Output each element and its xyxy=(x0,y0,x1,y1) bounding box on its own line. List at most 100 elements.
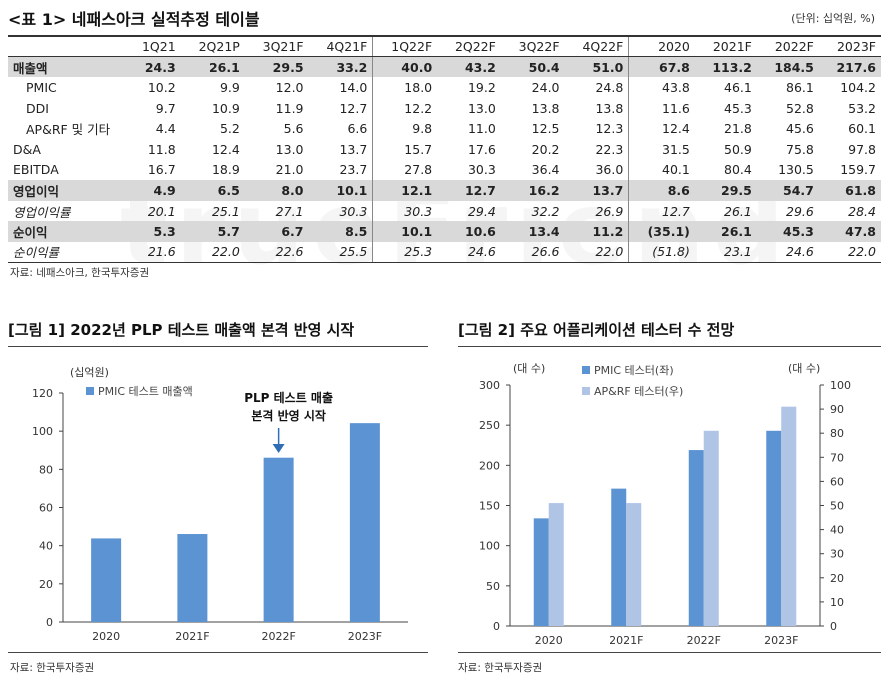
row-label: 매출액 xyxy=(8,56,126,78)
table-cell: 11.8 xyxy=(147,141,176,157)
table-cell: 12.0 xyxy=(275,79,304,95)
legend-label-right: AP&RF 테스터(우) xyxy=(594,385,683,398)
table-header-cell: 2023F xyxy=(818,35,881,58)
row-label: 순이익 xyxy=(8,221,126,242)
table-cell: 40.0 xyxy=(372,56,438,78)
row-label: 영업이익률 xyxy=(13,204,71,220)
y-tick-label-left: 50 xyxy=(486,580,500,593)
table-source: 자료: 네패스아크, 한국투자증권 xyxy=(10,267,150,279)
y-tick-label-left: 200 xyxy=(479,459,500,472)
table-cell: 184.5 xyxy=(756,56,819,78)
table-cell: 29.4 xyxy=(467,203,496,219)
table-cell: 5.3 xyxy=(126,221,181,242)
table-cell: 6.7 xyxy=(244,221,309,242)
fig1-source: 자료: 한국투자증권 xyxy=(10,662,95,674)
table-header-cell: 4Q22F xyxy=(564,35,630,58)
y-tick-label-right: 0 xyxy=(830,620,837,633)
table-cell: 24.6 xyxy=(437,241,501,264)
table-cell: 24.3 xyxy=(126,56,181,78)
legend-label-left: PMIC 테스터(좌) xyxy=(594,364,674,377)
table-cell: 16.7 xyxy=(147,162,176,178)
table-cell: 13.0 xyxy=(467,100,496,116)
table-cell: 20.1 xyxy=(147,203,176,219)
table-cell: 22.3 xyxy=(564,138,630,160)
table-header-row: 1Q21 2Q21P 3Q21F 4Q21F 1Q22F 2Q22F 3Q22F 4Q22F 2… xyxy=(8,35,881,58)
table-cell: 30.3 xyxy=(467,162,496,178)
table-cell: 51.0 xyxy=(564,56,630,78)
table-row: EBITDA 16.7 18.9 21.0 23.7 27.8 30.3 36.4 36.0 40… xyxy=(8,159,881,181)
table-cell: 9.8 xyxy=(412,121,433,137)
x-tick-label: 2022F xyxy=(687,634,721,647)
fig1-title: [그림 1] 2022년 PLP 테스트 매출액 본격 반영 시작 xyxy=(8,321,355,339)
table-cell: 29.5 xyxy=(244,56,309,78)
table-cell: 13.7 xyxy=(308,138,374,160)
table-cell: 22.0 xyxy=(564,241,630,264)
table-cell: 13.8 xyxy=(564,97,630,119)
table-cell: 29.5 xyxy=(694,180,757,201)
table-cell: 36.0 xyxy=(564,159,630,181)
table-cell: 12.4 xyxy=(211,141,240,157)
table-cell: 17.6 xyxy=(467,141,496,157)
table-cell: 113.2 xyxy=(694,56,757,78)
annotation-line-2: 본격 반영 시작 xyxy=(251,408,326,423)
bar xyxy=(349,423,380,622)
table-cell: 23.1 xyxy=(694,241,757,264)
table-cell: 12.4 xyxy=(662,121,690,137)
legend-swatch-right xyxy=(582,387,590,395)
table-cell: 9.9 xyxy=(219,79,240,95)
table-cell: 23.7 xyxy=(308,159,374,181)
y-tick-label-left: 250 xyxy=(479,419,500,432)
table-cell: 217.6 xyxy=(818,56,881,78)
row-label: EBITDA xyxy=(13,162,59,178)
table-cell: 45.3 xyxy=(756,221,819,242)
table-cell: 8.6 xyxy=(628,180,695,201)
y-tick-label-right: 60 xyxy=(830,475,844,488)
table-cell: 24.0 xyxy=(531,79,560,95)
table-cell: 12.7 xyxy=(437,180,501,201)
y-axis-label-right: (대 수) xyxy=(788,362,820,375)
table-cell: 33.2 xyxy=(308,56,374,78)
table-cell: 26.6 xyxy=(500,241,565,264)
table-cell: 25.1 xyxy=(211,203,240,219)
table-cell: 27.1 xyxy=(275,203,304,219)
y-tick-label: 20 xyxy=(39,578,53,591)
table-cell: 75.8 xyxy=(786,141,814,157)
x-tick-label: 2021F xyxy=(609,634,643,647)
table-row: PMIC 10.2 9.9 12.0 14.0 18.0 19.2 24.0 24.8 43.8 4… xyxy=(8,77,881,98)
bar-left-series xyxy=(611,488,627,626)
table-cell: 10.9 xyxy=(211,100,240,116)
table-header-cell: 3Q22F xyxy=(500,35,565,58)
row-label: PMIC xyxy=(26,79,57,95)
y-tick-label-right: 70 xyxy=(830,451,844,464)
table-cell: 21.8 xyxy=(724,121,752,137)
table-header-cell: 2022F xyxy=(756,35,819,58)
table-cell: 24.6 xyxy=(756,241,819,264)
table-cell: 10.1 xyxy=(308,180,374,201)
table-row: AP&RF 및 기타 4.4 5.2 5.6 6.6 9.8 11.0 12.5 12.3 12.… xyxy=(8,118,881,139)
table-cell: 28.4 xyxy=(848,203,876,219)
table-cell: 5.2 xyxy=(219,121,240,137)
fig1-chart: 0 20 40 60 80 100 120 (십억원) 2020 2021F 2022F 2023F P… xyxy=(32,366,408,643)
y-tick-label-left: 0 xyxy=(493,620,500,633)
table-cell: 12.7 xyxy=(662,203,690,219)
table-cell: 12.5 xyxy=(531,121,560,137)
row-label: D&A xyxy=(13,141,41,157)
table-cell: 10.6 xyxy=(437,221,501,242)
table-cell: 5.7 xyxy=(180,221,245,242)
y-tick-label-right: 30 xyxy=(830,548,844,561)
table-row: 순이익 5.3 5.7 6.7 8.5 10.1 10.6 13.4 11.2 (35.1) 26.… xyxy=(8,221,881,242)
table-cell: 45.6 xyxy=(786,121,814,137)
table-cell: 12.7 xyxy=(308,97,374,119)
y-tick-label-left: 150 xyxy=(479,500,500,513)
table-header-cell: 1Q22F xyxy=(372,35,438,58)
fig1-top-rule xyxy=(8,346,428,347)
table-cell: 53.2 xyxy=(848,100,876,116)
y-tick-label: 40 xyxy=(39,540,53,553)
table-header-cell: 1Q21 xyxy=(126,35,181,58)
table-cell: 46.1 xyxy=(724,79,752,95)
y-axis-label: (십억원) xyxy=(70,366,109,379)
table-title: <표 1> 네패스아크 실적추정 테이블 xyxy=(8,10,260,29)
table-cell: 13.7 xyxy=(564,180,630,201)
legend-swatch-left xyxy=(582,366,590,374)
table-cell: 18.0 xyxy=(404,79,433,95)
